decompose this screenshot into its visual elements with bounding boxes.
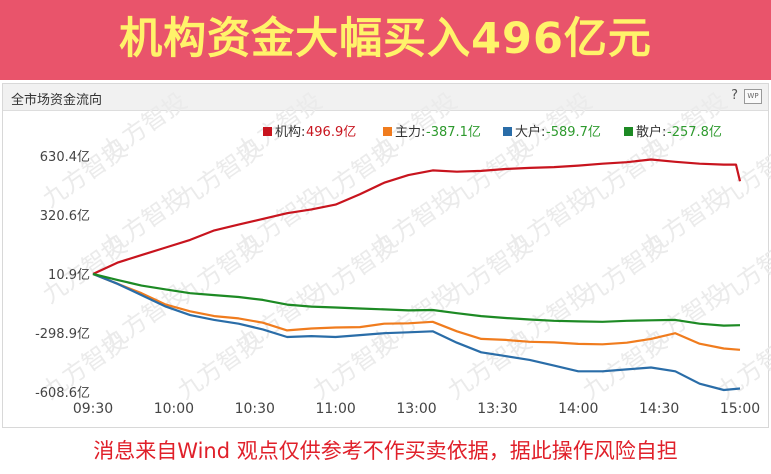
chart-panel: 全市场资金流向 ? WP [2, 83, 769, 428]
disclaimer-footer: 消息来自Wind 观点仅供参考不作买卖依据，据此操作风险自担 [93, 439, 678, 463]
help-icon[interactable]: ? [731, 88, 738, 103]
wp-icon[interactable]: WP [744, 89, 762, 104]
banner-title: 机构资金大幅买入496亿元 [119, 14, 652, 64]
title-banner: 机构资金大幅买入496亿元 [0, 0, 771, 80]
panel-header: 全市场资金流向 ? WP [3, 84, 768, 111]
panel-title: 全市场资金流向 [11, 93, 103, 108]
